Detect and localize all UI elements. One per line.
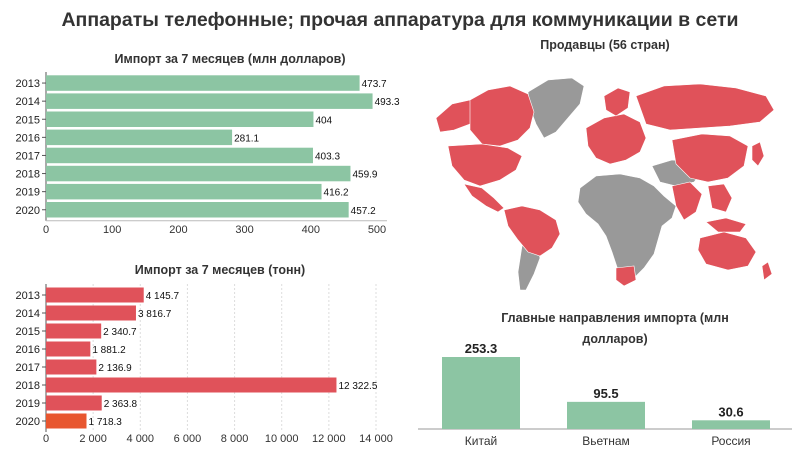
map-country-russia bbox=[635, 83, 775, 131]
x-tick-label: 0 bbox=[43, 224, 49, 236]
page-title: Аппараты телефонные; прочая аппаратура д… bbox=[61, 9, 739, 31]
x-tick-label: 2 000 bbox=[79, 433, 107, 445]
map-country-japan bbox=[751, 141, 765, 167]
map-country-new-zealand bbox=[761, 261, 773, 281]
map-country-southeast-asia bbox=[707, 183, 733, 213]
value-label: 2 363.8 bbox=[104, 399, 138, 410]
category-label: 2020 bbox=[16, 416, 40, 428]
bar bbox=[46, 359, 97, 375]
value-label: 12 322.5 bbox=[338, 381, 377, 392]
bar bbox=[46, 377, 337, 393]
value-label: 1 718.3 bbox=[89, 417, 123, 428]
x-tick-label: 10 000 bbox=[265, 433, 299, 445]
value-label: 404 bbox=[315, 115, 332, 126]
value-label: 30.6 bbox=[718, 404, 743, 419]
bar bbox=[46, 413, 87, 429]
value-label: 459.9 bbox=[352, 170, 377, 181]
bar bbox=[46, 395, 102, 411]
value-label: 253.3 bbox=[465, 341, 498, 356]
value-label: 2 136.9 bbox=[98, 363, 132, 374]
map-country-indonesia bbox=[705, 217, 747, 233]
x-tick-label: 14 000 bbox=[359, 433, 393, 445]
x-tick-label: 100 bbox=[103, 224, 121, 236]
x-tick-label: 400 bbox=[302, 224, 320, 236]
category-label: 2015 bbox=[16, 326, 40, 338]
bar bbox=[46, 129, 233, 146]
category-label: Россия bbox=[711, 434, 750, 448]
category-label: Китай bbox=[465, 434, 497, 448]
category-label: 2020 bbox=[16, 205, 40, 217]
bar bbox=[46, 75, 360, 91]
category-label: 2013 bbox=[16, 290, 40, 302]
bar bbox=[46, 305, 136, 321]
category-label: 2014 bbox=[16, 308, 40, 320]
category-label: 2015 bbox=[16, 114, 40, 126]
category-label: 2019 bbox=[16, 398, 40, 410]
value-label: 281.1 bbox=[234, 133, 259, 144]
bar bbox=[46, 323, 102, 339]
map-land-gray bbox=[517, 77, 703, 291]
bar bbox=[46, 341, 91, 357]
value-label: 403.3 bbox=[315, 151, 340, 162]
value-label: 1 881.2 bbox=[92, 345, 126, 356]
category-label: 2019 bbox=[16, 187, 40, 199]
category-label: 2014 bbox=[16, 96, 40, 108]
x-tick-label: 0 bbox=[43, 433, 49, 445]
x-tick-label: 200 bbox=[169, 224, 187, 236]
map-country-india bbox=[671, 181, 703, 221]
value-label: 416.2 bbox=[324, 188, 349, 199]
bar bbox=[46, 202, 349, 218]
bar bbox=[567, 401, 645, 429]
bar bbox=[46, 165, 351, 182]
category-label: 2016 bbox=[16, 344, 40, 356]
map-country-scandinavia bbox=[603, 87, 631, 117]
x-tick-label: 6 000 bbox=[174, 433, 202, 445]
map-country-brazil bbox=[503, 205, 561, 257]
category-label: 2017 bbox=[16, 362, 40, 374]
map-country-canada bbox=[469, 85, 535, 147]
x-tick-label: 500 bbox=[368, 224, 386, 236]
category-label: 2016 bbox=[16, 132, 40, 144]
category-label: 2017 bbox=[16, 150, 40, 162]
map-country-australia bbox=[697, 231, 757, 271]
value-label: 2 340.7 bbox=[103, 327, 137, 338]
bar bbox=[692, 420, 770, 429]
x-tick-label: 300 bbox=[235, 224, 253, 236]
map-country-greenland bbox=[527, 77, 585, 139]
map-title: Продавцы (56 стран) bbox=[540, 38, 670, 52]
value-label: 457.2 bbox=[351, 206, 376, 217]
category-label: Вьетнам bbox=[582, 434, 630, 448]
bar bbox=[46, 111, 314, 127]
destinations-chart-title: Главные направления импорта (млн долларо… bbox=[501, 311, 729, 346]
tonnes-chart-title: Импорт за 7 месяцев (тонн) bbox=[134, 263, 306, 277]
bar bbox=[46, 287, 144, 303]
map-country-south-africa bbox=[615, 265, 637, 287]
value-label: 473.7 bbox=[362, 79, 387, 90]
value-label: 95.5 bbox=[593, 386, 618, 401]
value-label: 493.3 bbox=[375, 97, 400, 108]
bar bbox=[46, 93, 373, 109]
usd-chart-title: Импорт за 7 месяцев (млн долларов) bbox=[114, 52, 346, 66]
bar bbox=[46, 147, 313, 164]
map-land-red bbox=[435, 83, 775, 287]
x-tick-label: 8 000 bbox=[221, 433, 249, 445]
map-country-usa bbox=[447, 143, 523, 187]
x-tick-label: 12 000 bbox=[312, 433, 346, 445]
bar bbox=[46, 183, 322, 200]
value-label: 4 145.7 bbox=[146, 291, 180, 302]
category-label: 2018 bbox=[16, 380, 40, 392]
category-label: 2018 bbox=[16, 169, 40, 181]
value-label: 3 816.7 bbox=[138, 309, 172, 320]
category-label: 2013 bbox=[16, 78, 40, 90]
map-country-africa bbox=[577, 173, 677, 283]
bar bbox=[442, 357, 520, 429]
map-country-china bbox=[671, 133, 749, 183]
x-tick-label: 4 000 bbox=[127, 433, 155, 445]
map-country-mexico bbox=[463, 183, 505, 213]
